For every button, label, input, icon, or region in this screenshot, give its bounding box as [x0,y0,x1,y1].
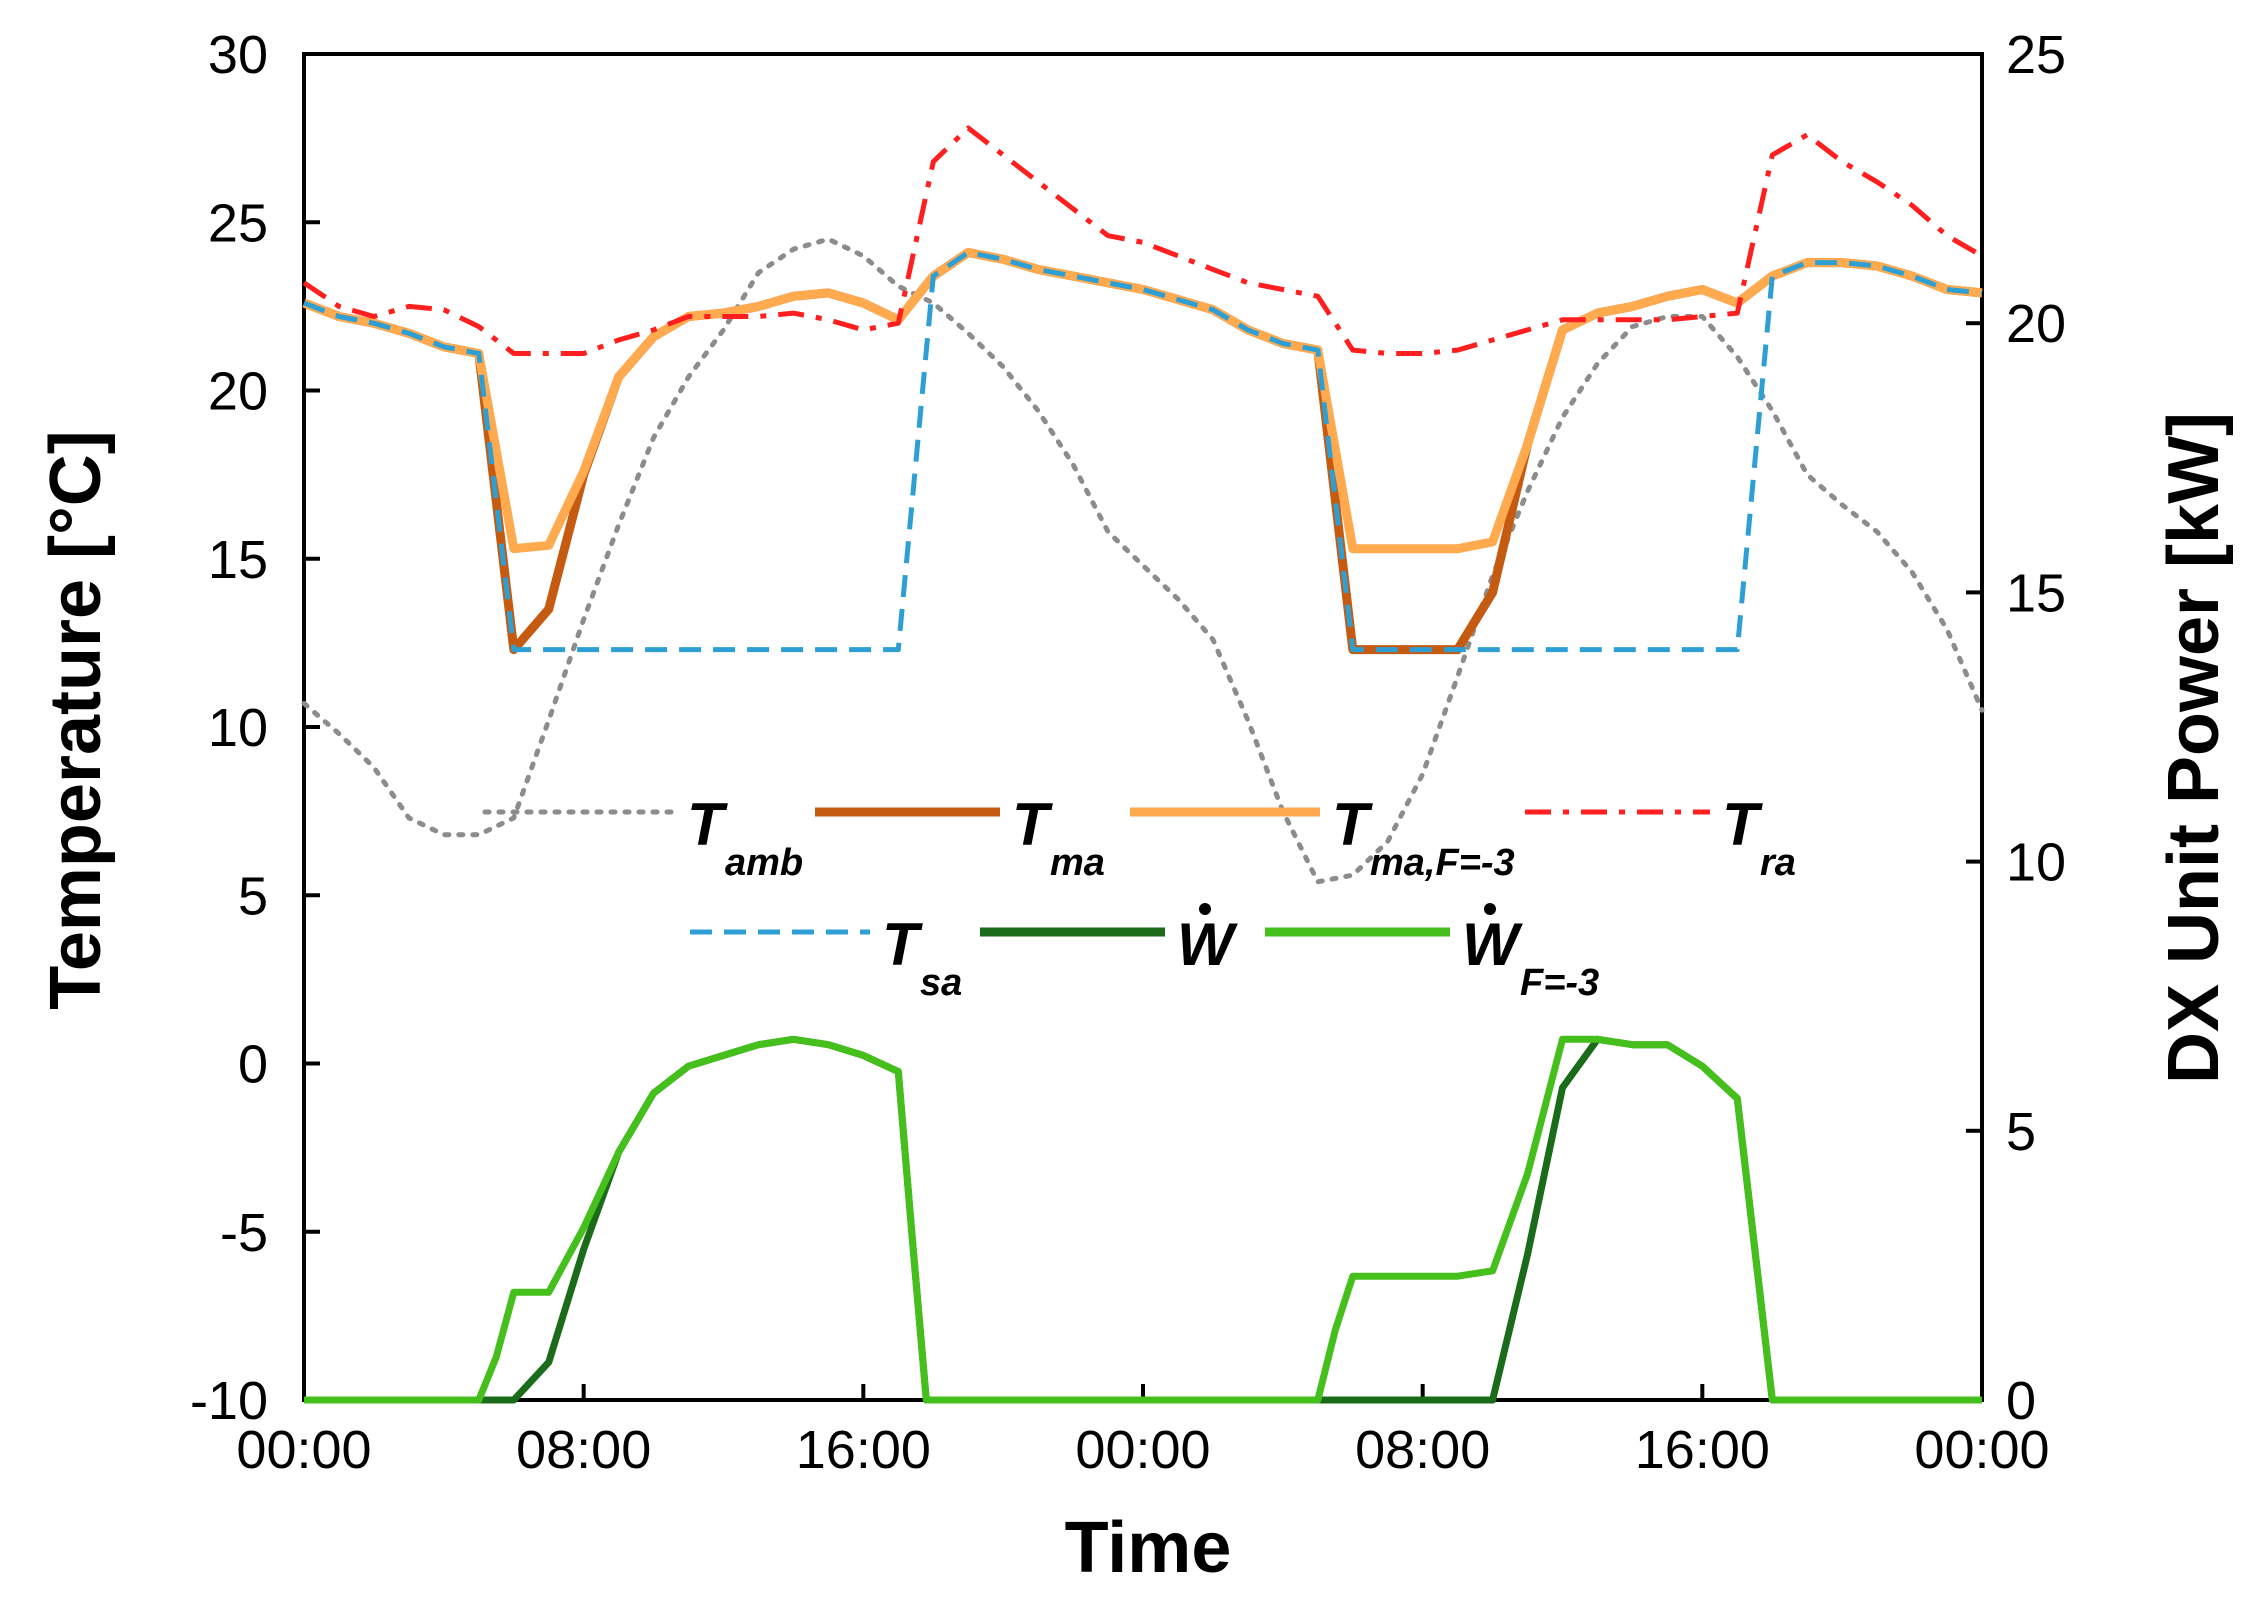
y-left-tick-label: 20 [208,362,268,422]
legend-label-w-dot: W [1177,911,1238,978]
x-axis-title: Time [1065,1508,1232,1588]
legend-sublabel-t-sa: sa [920,962,962,1004]
y-left-tick-label: 5 [238,866,268,926]
y-left-tick-label: 25 [208,193,268,253]
plot-frame [302,52,1984,1402]
y-left-tick-label: -10 [190,1371,268,1431]
series-line-w-dot-f-3 [304,1035,1982,1404]
legend-sublabel-t-ma-f-3: ma,F=-3 [1370,842,1515,884]
y-left-tick-label: 30 [208,25,268,85]
x-tick-label: 16:00 [796,1420,931,1480]
tick-labels: -10 -5 0 5 10 15 20 25 30 0 5 10 15 20 25 00:00 08:00 16:… [190,25,2066,1480]
series-line-t-amb [301,236,1985,885]
y-left-tick-label: 0 [238,1035,268,1095]
series-line-t-ra [302,125,1984,356]
legend-dot-mark [1199,903,1211,915]
legend-sublabel-t-ra: ra [1760,842,1796,884]
x-tick-label: 08:00 [516,1420,651,1480]
x-tick-label: 00:00 [236,1420,371,1480]
y-right-tick-label: 0 [2006,1371,2036,1431]
y-right-tick-label: 5 [2006,1102,2036,1162]
x-tick-label: 00:00 [1914,1420,2049,1480]
legend-label-t-ma-f-3: T [1332,791,1373,858]
legend-label-t-ra: T [1722,791,1763,858]
series-line-t-sa [303,250,1983,653]
legend-sublabel-t-ma: ma [1050,842,1105,884]
y-axis-left-title: Temperature [°C] [36,430,116,1010]
x-tick-label: 08:00 [1355,1420,1490,1480]
series-line-t-ma-f-3 [302,248,1983,554]
legend-label-w-dot-f-3: W [1462,911,1523,978]
axes [302,52,1984,1402]
y-right-tick-label: 15 [2006,563,2066,623]
legend-dot-mark [1484,903,1496,915]
legend-sublabel-w-dot-f-3: F=-3 [1520,962,1599,1004]
y-axis-right-title: DX Unit Power [kW] [2154,412,2234,1084]
legend-label-t-amb: T [687,791,728,858]
y-right-tick-label: 25 [2006,25,2066,85]
legend-label-t-ma: T [1012,791,1053,858]
y-left-tick-label: 10 [208,698,268,758]
legend-label-t-sa: T [882,911,923,978]
x-tick-label: 16:00 [1635,1420,1770,1480]
y-left-tick-label: -5 [220,1203,268,1263]
y-right-tick-label: 20 [2006,294,2066,354]
legend-sublabel-t-amb: amb [725,842,803,884]
y-right-tick-label: 10 [2006,833,2066,893]
x-tick-label: 00:00 [1075,1420,1210,1480]
series-layer [301,125,1985,1404]
y-left-tick-label: 15 [208,530,268,590]
